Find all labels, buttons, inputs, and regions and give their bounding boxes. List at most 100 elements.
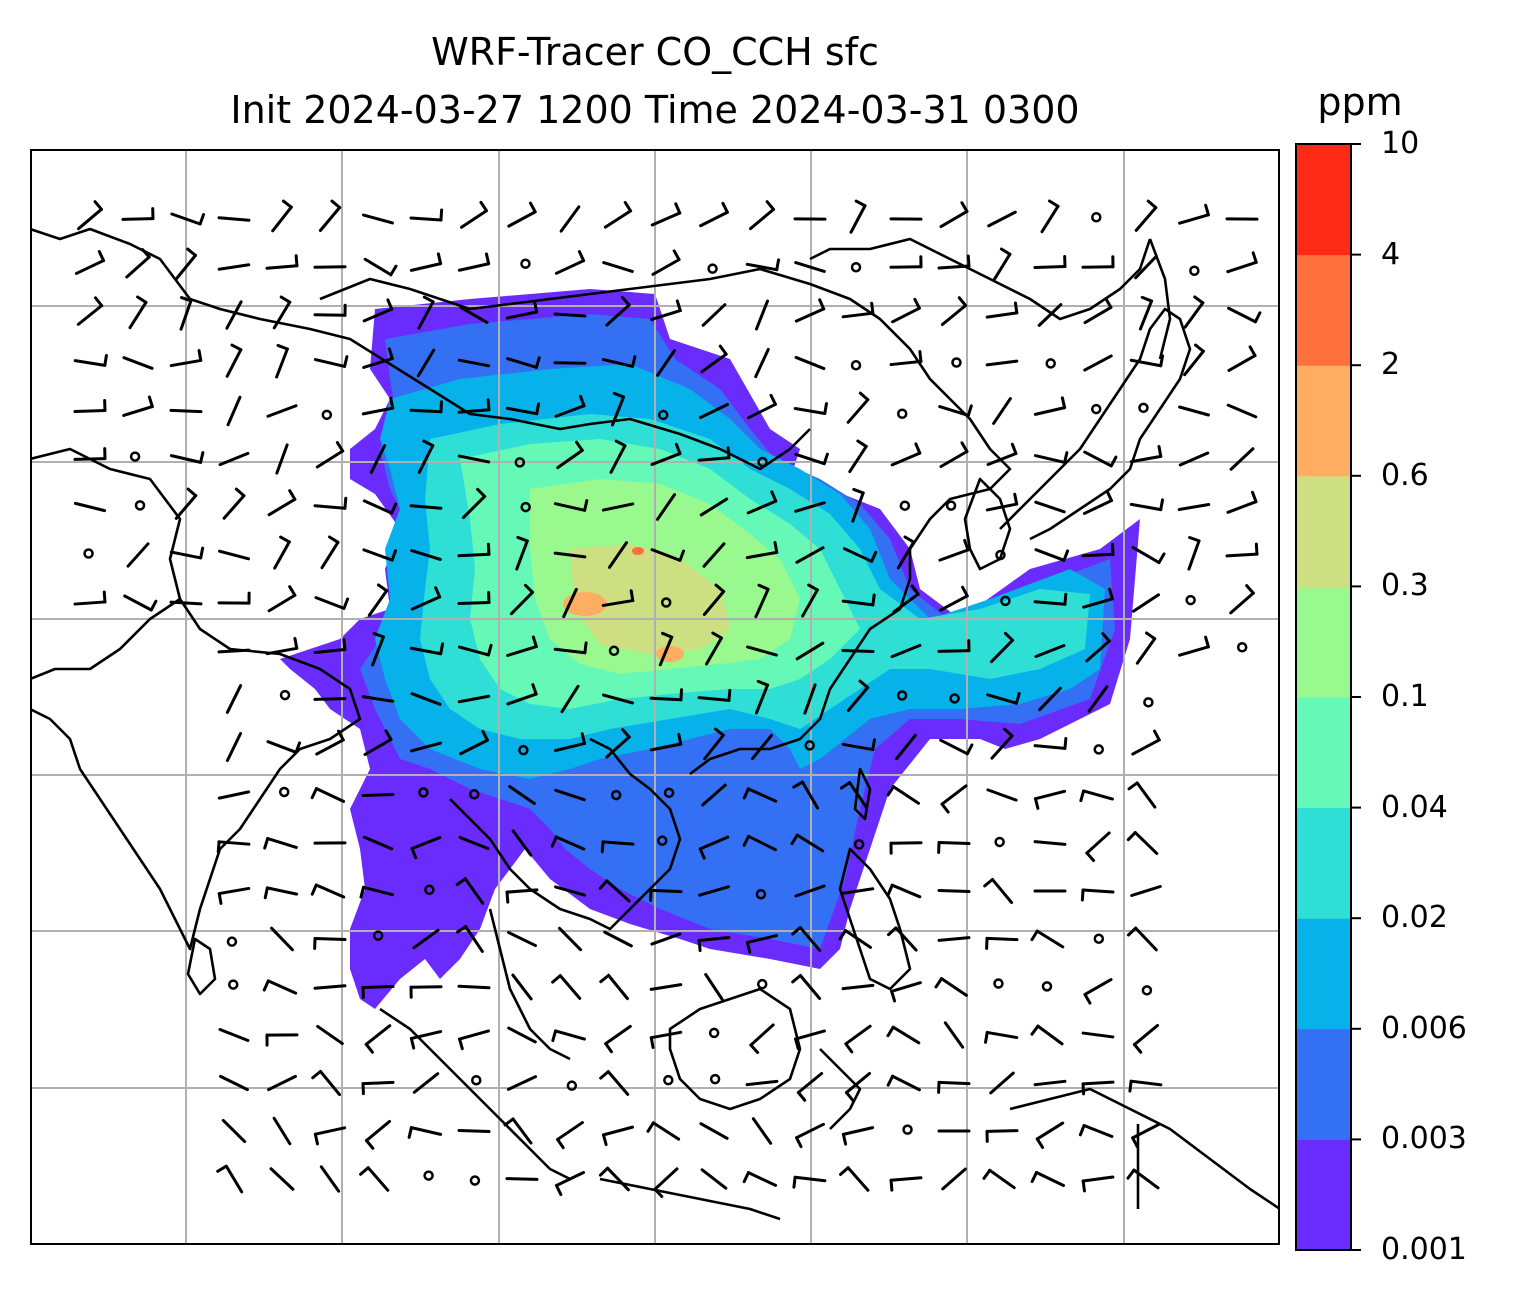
wind-barb: [554, 788, 586, 802]
wind-barb: [121, 207, 155, 221]
colorbar-tick-label: 0.3: [1381, 568, 1429, 604]
wind-barb: [1037, 303, 1063, 327]
wind-barb: [600, 840, 635, 854]
wind-barb: [553, 499, 589, 512]
wind-barb: [409, 252, 443, 272]
calm-wind-marker: [520, 258, 531, 269]
map-title: WRF-Tracer CO_CCH sfc: [431, 30, 879, 74]
wind-barb: [314, 596, 350, 610]
wind-barb: [556, 440, 584, 470]
wind-barb: [841, 887, 875, 895]
wind-barb: [985, 301, 1019, 319]
calm-wind-marker: [129, 451, 141, 462]
wind-barb: [216, 1164, 244, 1194]
wind-barb: [848, 439, 868, 474]
wind-barb: [361, 695, 395, 703]
wind-barb: [1081, 255, 1115, 269]
wind-barb: [553, 551, 587, 559]
wind-barb: [315, 441, 345, 469]
wind-barb: [702, 583, 726, 616]
wind-barb: [217, 886, 251, 905]
wind-barb: [655, 493, 677, 521]
wind-barb: [886, 785, 920, 805]
colorbar-tick-label: 0.04: [1381, 789, 1448, 825]
wind-barb: [1130, 885, 1162, 897]
wind-barb: [795, 546, 825, 564]
wind-barb: [551, 974, 582, 1000]
wind-barb: [310, 787, 346, 803]
wind-barb: [653, 1167, 679, 1199]
wind-barb: [409, 642, 445, 656]
wind-barb: [1082, 587, 1114, 609]
wind-barb: [934, 977, 968, 997]
wind-barb: [559, 205, 581, 233]
wind-barb: [554, 885, 586, 897]
wind-barb: [889, 255, 923, 269]
calm-wind-marker: [520, 501, 531, 513]
wind-barb: [601, 502, 635, 512]
wind-barb: [646, 1121, 681, 1141]
wind-barb: [367, 583, 389, 617]
wind-barb: [217, 263, 251, 271]
calm-wind-marker: [755, 888, 767, 900]
wind-barb: [362, 548, 398, 562]
wind-barb: [601, 589, 635, 607]
calm-wind-marker: [995, 549, 1006, 561]
wind-barb: [409, 208, 444, 222]
wind-barb: [1126, 926, 1158, 952]
calm-wind-marker: [899, 500, 911, 511]
wind-barb: [217, 216, 251, 222]
wind-barb: [315, 729, 345, 756]
wind-barb: [658, 631, 674, 667]
conc-spot-06-a: [563, 592, 607, 616]
wind-barb: [604, 1024, 632, 1054]
wind-barb: [507, 201, 537, 228]
wind-barb: [76, 296, 104, 326]
wind-barb: [1127, 781, 1157, 809]
colorbar-tick-label: 0.001: [1381, 1232, 1467, 1267]
coast-korea: [963, 477, 1012, 571]
wind-barb: [793, 402, 828, 416]
wind-barb: [361, 1080, 395, 1096]
wind-barb: [656, 349, 676, 377]
wind-barb: [937, 254, 971, 270]
calm-wind-marker: [993, 978, 1004, 989]
wind-barb: [457, 358, 491, 368]
wind-barb: [701, 783, 727, 807]
wind-barb: [169, 349, 203, 368]
wind-barb: [791, 926, 822, 952]
wind-barb: [1085, 831, 1111, 862]
wind-barb: [359, 885, 395, 899]
wind-barb: [369, 444, 387, 474]
wind-barb: [1229, 447, 1255, 471]
wind-barb: [794, 355, 826, 371]
wind-barb: [1134, 199, 1158, 232]
wind-barb: [803, 683, 817, 715]
calm-wind-marker: [902, 1124, 913, 1135]
calm-wind-marker: [518, 744, 529, 756]
calm-wind-marker: [321, 409, 333, 421]
wind-barb: [128, 295, 148, 330]
wind-barb: [895, 733, 917, 761]
wind-barb: [169, 451, 205, 464]
wind-barb: [505, 300, 539, 320]
calm-wind-marker: [1041, 981, 1053, 992]
wind-barb: [362, 347, 394, 369]
colorbar-tick-label: 0.006: [1381, 1010, 1467, 1046]
calm-wind-marker: [227, 979, 239, 990]
wind-barb: [841, 301, 875, 319]
wind-barb: [550, 835, 586, 851]
calm-wind-marker: [1185, 594, 1196, 606]
wind-barb: [605, 728, 631, 759]
wind-barb: [457, 252, 491, 272]
calm-wind-marker: [1143, 697, 1154, 708]
wind-barb: [754, 679, 770, 715]
wind-barb: [939, 585, 969, 612]
wind-barb: [747, 393, 777, 420]
wind-barb: [699, 201, 729, 228]
calm-wind-marker: [896, 690, 908, 701]
wind-barb: [1040, 199, 1060, 234]
wind-barb: [170, 212, 205, 226]
wind-barb: [457, 454, 491, 464]
wind-barb: [267, 1074, 297, 1092]
